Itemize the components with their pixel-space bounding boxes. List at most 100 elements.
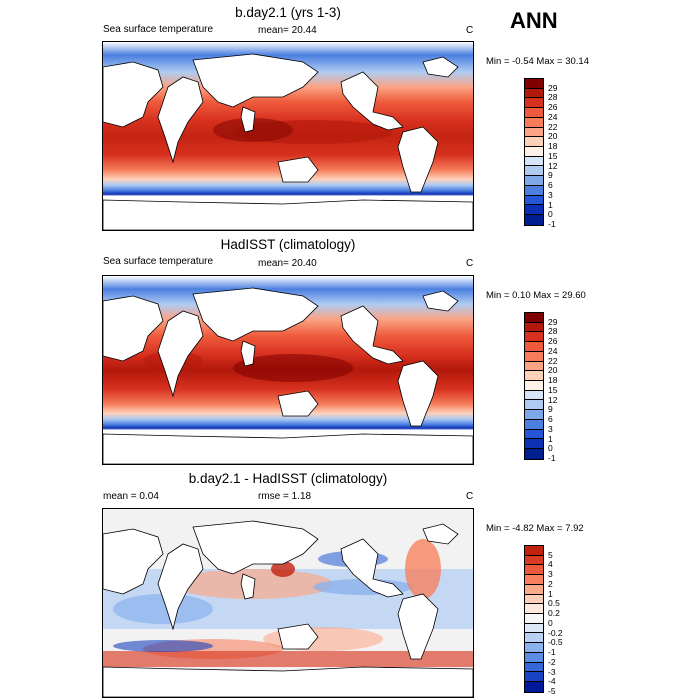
colorbar-tick-label: 2	[548, 578, 553, 589]
colorbar-swatch	[525, 215, 543, 225]
colorbar-tick-label: -2	[548, 656, 556, 667]
colorbar-tick-label: 20	[548, 131, 558, 142]
colorbar-swatch	[525, 156, 543, 167]
colorbar-swatch	[525, 390, 543, 401]
colorbar-tick-label: 28	[548, 92, 558, 103]
colorbar-swatch	[525, 682, 543, 692]
colorbar-tick-label: 20	[548, 365, 558, 376]
colorbar-swatch	[525, 313, 543, 323]
colorbar-swatch	[525, 439, 543, 450]
colorbar-tick-label: 15	[548, 150, 558, 161]
colorbar-tick-label: 1	[548, 433, 553, 444]
colorbar-swatch	[525, 546, 543, 556]
colorbar-swatch	[525, 633, 543, 644]
colorbar-swatch	[525, 166, 543, 177]
colorbar-swatch	[525, 185, 543, 196]
colorbar-tick-label: 9	[548, 404, 553, 415]
colorbar-swatch	[525, 332, 543, 343]
panel-2-colorbar	[524, 312, 544, 460]
colorbar-swatch	[525, 662, 543, 673]
colorbar-tick-label: 24	[548, 345, 558, 356]
colorbar-swatch	[525, 127, 543, 138]
colorbar-tick-label: -3	[548, 666, 556, 677]
colorbar-tick-label: 0.5	[548, 598, 560, 609]
colorbar-tick-label: 12	[548, 394, 558, 405]
colorbar-tick-label: 5	[548, 549, 553, 560]
colorbar-tick-label: 0	[548, 443, 553, 454]
colorbar-tick-label: 24	[548, 111, 558, 122]
colorbar-swatch	[525, 195, 543, 206]
season-label: ANN	[510, 8, 558, 33]
colorbar-tick-label: 3	[548, 423, 553, 434]
panel-2-colorbar-labels: 29 28 26 24 22 20 18 15 12 9 6 3 1 0 -1	[548, 312, 588, 463]
colorbar-swatch	[525, 419, 543, 430]
colorbar-tick-label: 29	[548, 316, 558, 327]
colorbar-swatch	[525, 672, 543, 683]
colorbar-swatch	[525, 205, 543, 216]
colorbar-tick-label: -1	[548, 453, 556, 463]
colorbar-tick-label: 3	[548, 189, 553, 200]
panel-2-variable-label: Sea surface temperature	[103, 256, 214, 267]
colorbar-swatch	[525, 429, 543, 440]
colorbar-swatch	[525, 137, 543, 148]
colorbar-tick-label: 9	[548, 170, 553, 181]
colorbar-swatch	[525, 594, 543, 605]
colorbar-tick-label: 1	[548, 199, 553, 210]
panel-3-mean: mean = 0.04	[103, 491, 159, 502]
colorbar-swatch	[525, 117, 543, 128]
colorbar-swatch	[525, 614, 543, 624]
colorbar-swatch	[525, 400, 543, 411]
panel-3-rmse: rmse = 1.18	[258, 491, 312, 502]
colorbar-swatch	[525, 410, 543, 420]
colorbar-swatch	[525, 342, 543, 352]
panel-1-map	[102, 41, 474, 231]
colorbar-tick-label: 18	[548, 141, 558, 152]
colorbar-swatch	[525, 371, 543, 382]
colorbar-tick-label: -5	[548, 686, 556, 696]
colorbar-tick-label: 0	[548, 617, 553, 628]
colorbar-tick-label: 22	[548, 121, 558, 132]
panel-2-mean: mean= 20.40	[258, 258, 317, 269]
colorbar-swatch	[525, 604, 543, 615]
colorbar-tick-label: -0.5	[548, 637, 563, 648]
panel-3-title: b.day2.1 - HadISST (climatology)	[188, 471, 388, 486]
colorbar-swatch	[525, 351, 543, 362]
colorbar-swatch	[525, 584, 543, 595]
colorbar-swatch	[525, 449, 543, 459]
colorbar-tick-label: 3	[548, 569, 553, 580]
colorbar-swatch	[525, 98, 543, 109]
colorbar-tick-label: -1	[548, 647, 556, 658]
panel-3-colorbar	[524, 545, 544, 693]
colorbar-tick-label: 4	[548, 559, 553, 570]
colorbar-tick-label: 28	[548, 326, 558, 337]
colorbar-tick-label: 22	[548, 355, 558, 366]
colorbar-tick-label: 6	[548, 414, 553, 425]
panel-3-minmax: Min = -4.82 Max = 7.92	[486, 523, 584, 534]
panel-2-map	[102, 275, 474, 465]
panel-3-map	[102, 508, 474, 698]
colorbar-swatch	[525, 643, 543, 653]
panel-1-units: C	[466, 25, 474, 36]
panel-1-mean: mean= 20.44	[258, 25, 317, 36]
colorbar-tick-label: 6	[548, 180, 553, 191]
colorbar-tick-label: 1	[548, 588, 553, 599]
colorbar-swatch	[525, 652, 543, 663]
panel-1-minmax: Min = -0.54 Max = 30.14	[486, 56, 589, 67]
colorbar-swatch	[525, 575, 543, 585]
colorbar-tick-label: 18	[548, 375, 558, 386]
colorbar-swatch	[525, 108, 543, 118]
panel-2-units: C	[466, 258, 474, 269]
colorbar-swatch	[525, 381, 543, 391]
colorbar-tick-label: 0	[548, 209, 553, 220]
colorbar-swatch	[525, 79, 543, 89]
colorbar-tick-label: -1	[548, 219, 556, 229]
panel-1-colorbar	[524, 78, 544, 226]
colorbar-swatch	[525, 147, 543, 157]
colorbar-tick-label: 0.2	[548, 608, 560, 619]
colorbar-swatch	[525, 88, 543, 99]
colorbar-swatch	[525, 322, 543, 333]
colorbar-tick-label: 26	[548, 336, 558, 347]
colorbar-tick-label: 29	[548, 82, 558, 93]
colorbar-tick-label: 12	[548, 160, 558, 171]
colorbar-swatch	[525, 555, 543, 566]
